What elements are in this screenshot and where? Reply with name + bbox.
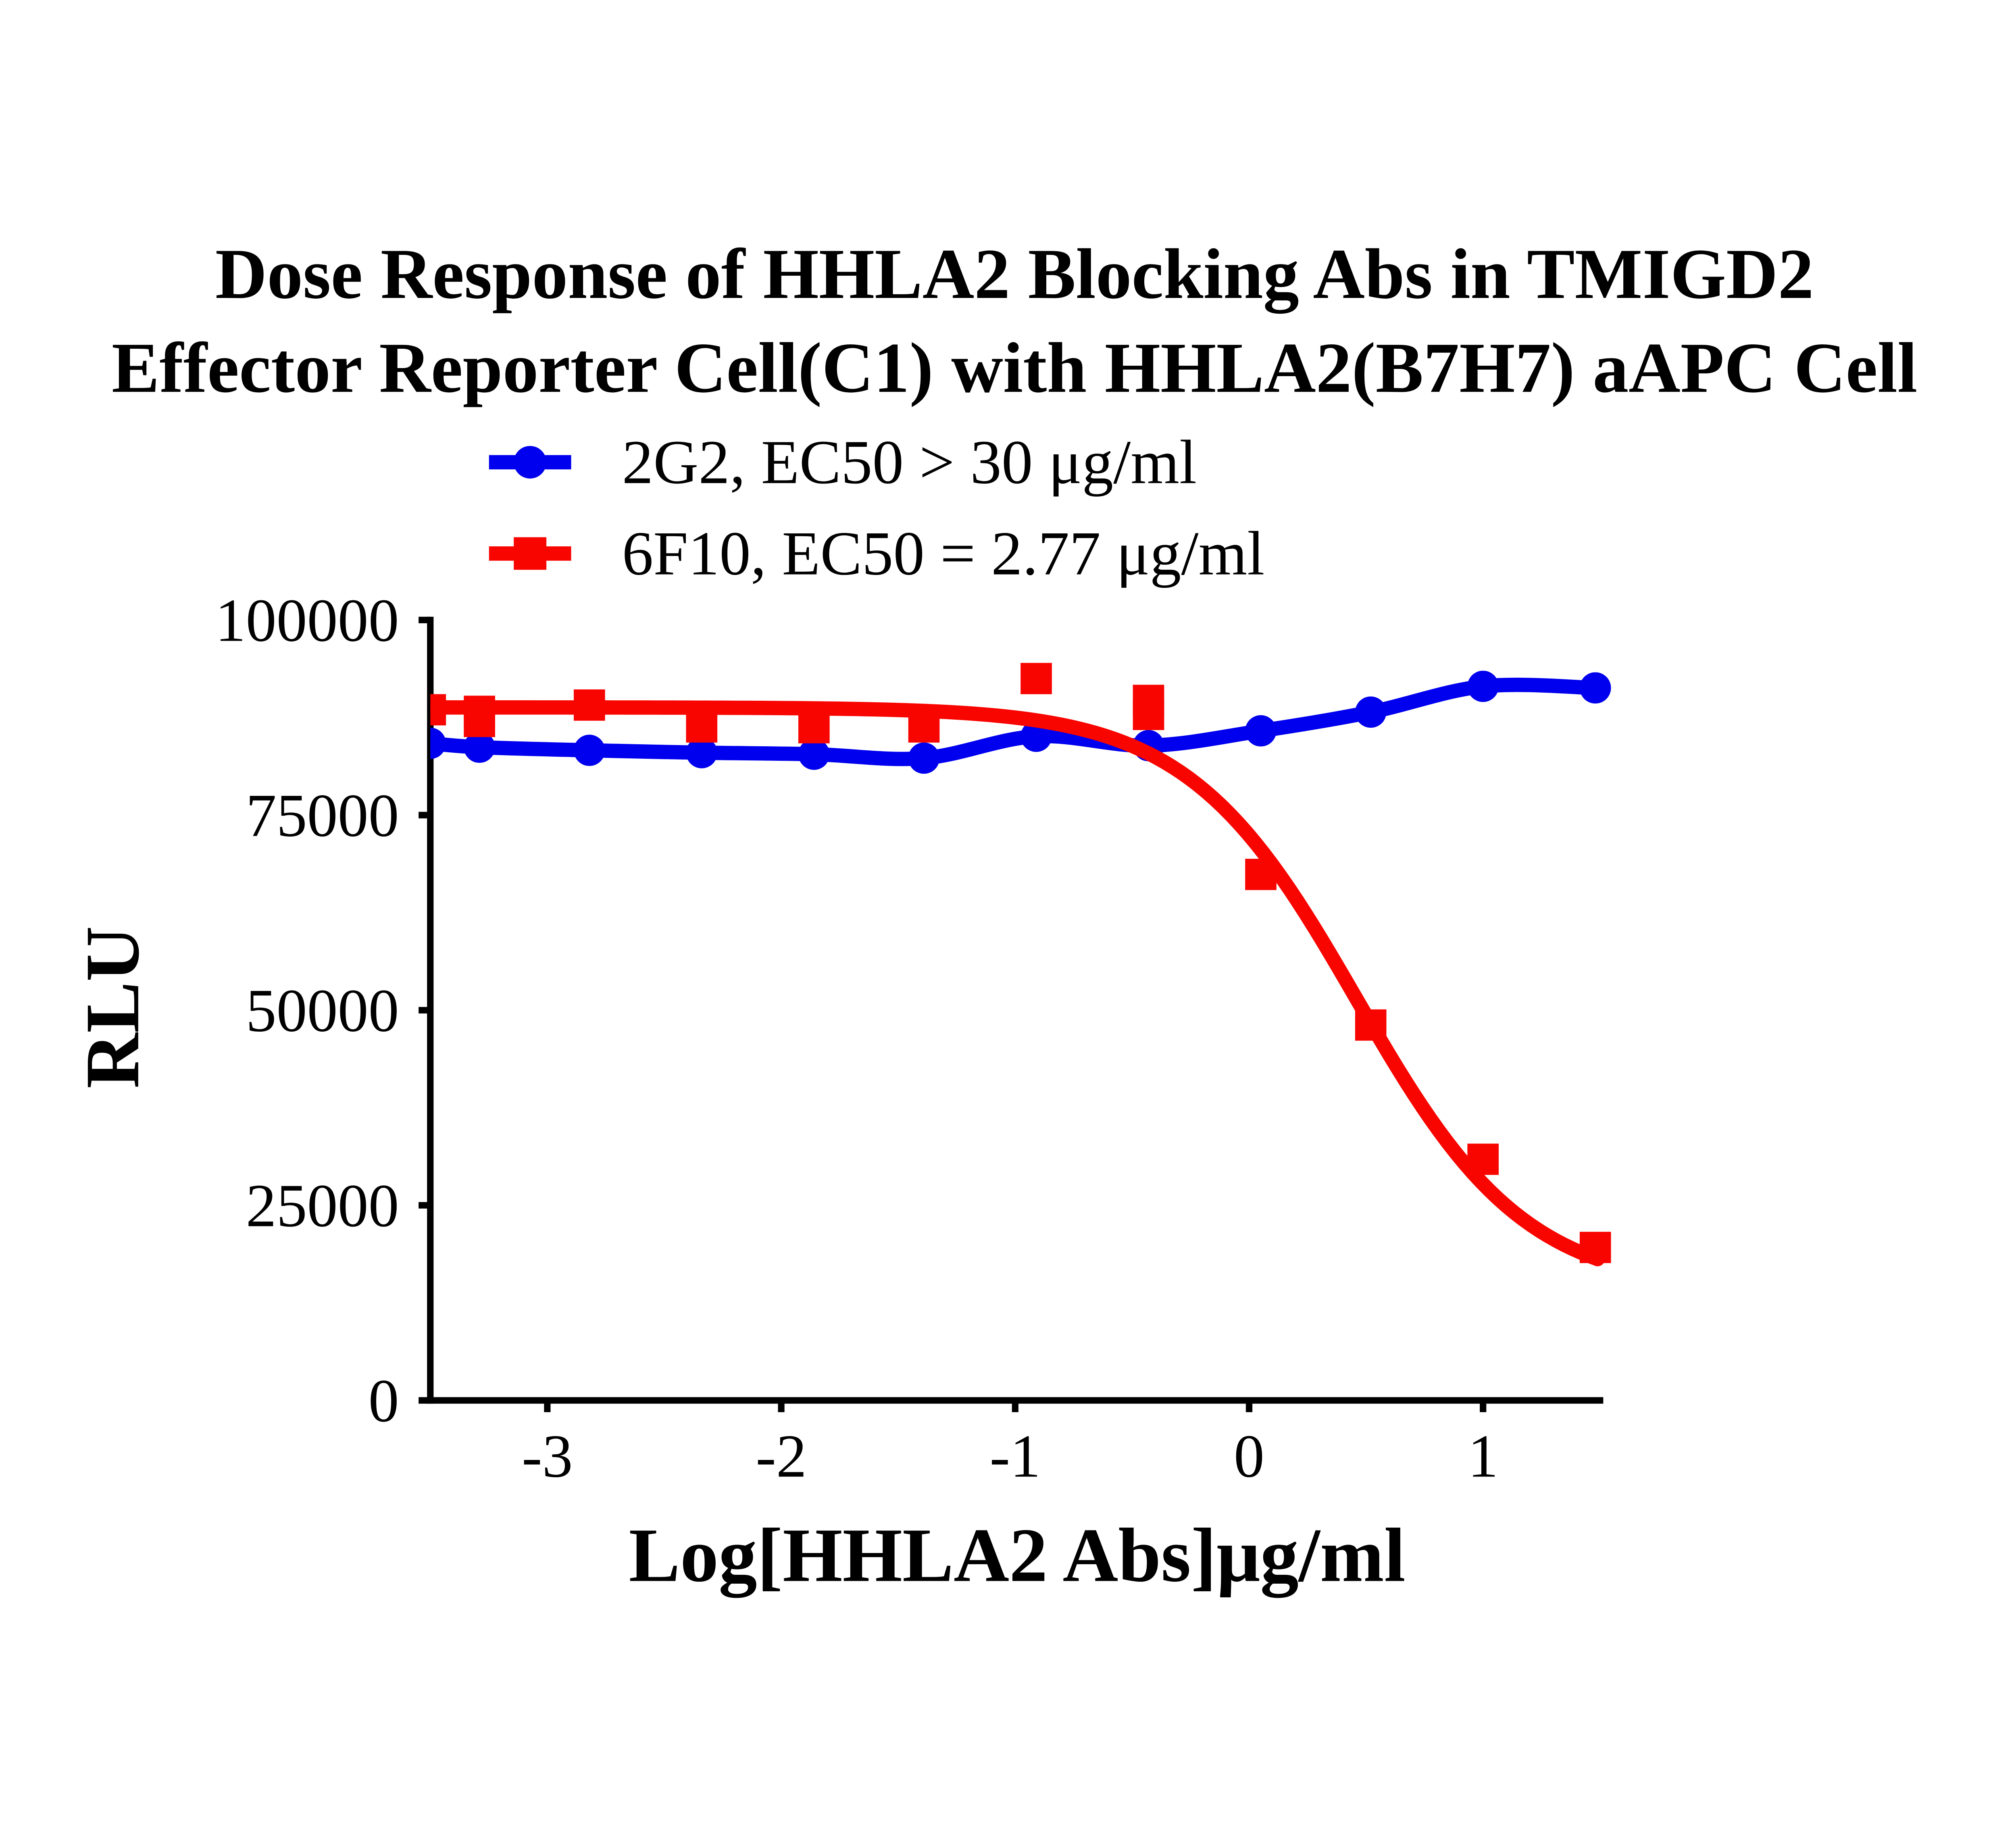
x-tick-label: -1 <box>989 1422 1041 1490</box>
y-tick-label: 75000 <box>246 782 399 849</box>
series-layer <box>430 663 1611 1266</box>
y-tick-label: 0 <box>369 1367 399 1434</box>
data-point-2g2 <box>686 737 718 768</box>
data-point-2g2 <box>1579 672 1611 704</box>
data-point-2g2 <box>574 735 605 766</box>
data-point-2g2 <box>1467 670 1499 702</box>
x-tick-label: -2 <box>756 1422 807 1490</box>
chart-title-line2: Effector Reporter Cell(C1) with HHLA2(B7… <box>112 328 1917 408</box>
legend-item-2g2: 2G2, EC50 > 30 μg/ml <box>489 427 1197 497</box>
x-tick-label: 1 <box>1468 1422 1498 1490</box>
data-point-2g2 <box>1245 715 1277 747</box>
x-tick-label: 0 <box>1234 1422 1264 1490</box>
data-point-2g2 <box>1355 696 1387 728</box>
data-point-6f10 <box>1579 1232 1611 1263</box>
data-point-6f10 <box>1133 699 1164 730</box>
y-tick-label: 50000 <box>246 976 399 1044</box>
y-axis-title: RLU <box>70 926 155 1089</box>
data-point-6f10 <box>1467 1143 1499 1175</box>
legend-square-marker-icon <box>514 537 547 570</box>
data-point-2g2 <box>908 742 940 774</box>
data-point-6f10 <box>1355 1009 1387 1041</box>
data-point-6f10 <box>1020 663 1052 694</box>
x-axis-title: Log[HHLA2 Abs]μg/ml <box>629 1513 1406 1598</box>
y-tick-label: 100000 <box>215 587 399 654</box>
data-point-6f10 <box>574 689 605 721</box>
legend-label-2g2: 2G2, EC50 > 30 μg/ml <box>622 427 1197 497</box>
data-point-2g2 <box>464 731 495 763</box>
chart-title-line1: Dose Response of HHLA2 Blocking Abs in T… <box>215 234 1814 314</box>
legend-label-6f10: 6F10, EC50 = 2.77 μg/ml <box>622 519 1265 588</box>
series-6f10 <box>430 663 1611 1266</box>
legend: 2G2, EC50 > 30 μg/ml 6F10, EC50 = 2.77 μ… <box>489 427 1265 588</box>
data-point-2g2 <box>798 738 830 770</box>
data-point-6f10 <box>798 712 830 743</box>
data-point-6f10 <box>908 711 940 743</box>
fit-curve-6f10 <box>430 700 1605 1266</box>
data-point-6f10 <box>464 706 495 737</box>
series-2g2 <box>430 670 1611 774</box>
data-point-6f10 <box>686 711 718 743</box>
legend-item-6f10: 6F10, EC50 = 2.77 μg/ml <box>489 519 1265 588</box>
legend-circle-marker-icon <box>514 446 547 479</box>
x-tick-label: -3 <box>522 1422 573 1490</box>
data-point-6f10 <box>430 694 446 726</box>
chart-background <box>0 175 2016 1657</box>
data-point-2g2 <box>430 727 446 759</box>
data-point-6f10 <box>1245 859 1277 890</box>
y-tick-label: 25000 <box>246 1172 399 1239</box>
